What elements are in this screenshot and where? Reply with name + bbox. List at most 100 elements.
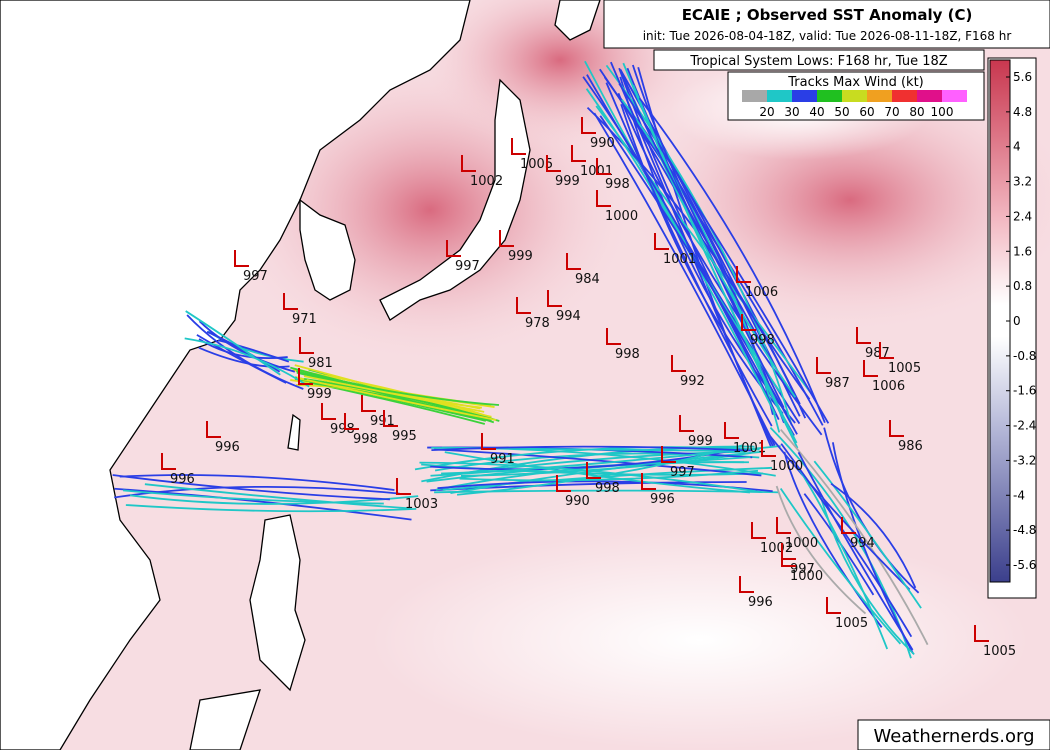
low-symbol bbox=[856, 327, 871, 344]
track bbox=[619, 69, 811, 400]
low-symbol bbox=[298, 368, 313, 385]
low-pressure: 981 bbox=[308, 356, 333, 371]
low-pressure: 998 bbox=[595, 481, 620, 496]
track bbox=[296, 371, 487, 422]
track bbox=[184, 337, 310, 388]
track bbox=[783, 451, 883, 628]
legend-label: 30 bbox=[784, 105, 799, 119]
low-pressure: 997 bbox=[790, 562, 815, 577]
low-pressure: 994 bbox=[556, 309, 581, 324]
low-symbol bbox=[206, 421, 221, 438]
colorbar-label: 0.8 bbox=[1013, 279, 1032, 293]
low-pressure: 1006 bbox=[872, 379, 905, 394]
legend-swatch bbox=[917, 90, 942, 102]
low-symbol bbox=[461, 155, 476, 172]
low-symbol bbox=[361, 395, 376, 412]
colorbar-label: 3.2 bbox=[1013, 175, 1032, 189]
track bbox=[620, 103, 784, 415]
legend-swatch bbox=[892, 90, 917, 102]
track bbox=[431, 445, 752, 452]
track bbox=[610, 61, 773, 448]
low-symbol bbox=[661, 446, 676, 463]
track bbox=[112, 474, 390, 501]
track bbox=[144, 483, 412, 510]
track bbox=[129, 494, 419, 505]
legend-swatch bbox=[842, 90, 867, 102]
track bbox=[125, 504, 417, 513]
track bbox=[206, 330, 281, 373]
low-symbol bbox=[679, 415, 694, 432]
track bbox=[605, 82, 773, 427]
low-symbol bbox=[547, 290, 562, 307]
track bbox=[114, 487, 412, 521]
low-symbol bbox=[776, 517, 791, 534]
low-symbol bbox=[234, 250, 249, 267]
low-pressure: 1000 bbox=[790, 569, 823, 584]
low-symbol bbox=[586, 462, 601, 479]
low-symbol bbox=[741, 314, 756, 331]
track bbox=[632, 64, 793, 396]
track bbox=[830, 482, 917, 589]
colorbar-label: -0.8 bbox=[1013, 349, 1036, 363]
low-pressure: 1005 bbox=[983, 644, 1016, 659]
low-pressure: 994 bbox=[850, 536, 875, 551]
low-pressure: 999 bbox=[688, 434, 713, 449]
low-symbol bbox=[724, 422, 739, 439]
track bbox=[444, 451, 751, 494]
low-symbol bbox=[841, 517, 856, 534]
track bbox=[813, 460, 922, 609]
low-symbol bbox=[571, 145, 586, 162]
colorbar-label: 4.8 bbox=[1013, 105, 1032, 119]
track bbox=[198, 346, 290, 368]
track bbox=[430, 481, 747, 492]
track bbox=[303, 375, 485, 413]
low-symbol bbox=[974, 625, 989, 642]
legend-label: 100 bbox=[931, 105, 954, 119]
legend: 20 30 40 50 60 70 80 100 bbox=[742, 90, 967, 119]
legend-swatch bbox=[742, 90, 767, 102]
low-symbol bbox=[344, 413, 359, 430]
low-symbol bbox=[161, 453, 176, 470]
low-pressure: 1002 bbox=[760, 541, 793, 556]
lows-title: Tropical System Lows: F168 hr, Tue 18Z bbox=[689, 54, 947, 69]
low-pressure: 1002 bbox=[470, 174, 503, 189]
low-pressure: 987 bbox=[825, 376, 850, 391]
track bbox=[296, 370, 500, 406]
low-pressure: 999 bbox=[307, 387, 332, 402]
track bbox=[618, 82, 830, 424]
legend-swatch bbox=[942, 90, 967, 102]
credit-box bbox=[857, 719, 1050, 751]
low-symbol bbox=[299, 337, 314, 354]
track bbox=[638, 97, 826, 424]
legend-title: Tracks Max Wind (kt) bbox=[787, 75, 924, 90]
low-symbol bbox=[566, 253, 581, 270]
low-pressure: 1001 bbox=[663, 252, 696, 267]
low-symbol bbox=[396, 478, 411, 495]
track bbox=[459, 469, 759, 482]
track bbox=[582, 76, 780, 421]
track bbox=[584, 60, 781, 393]
low-pressure: 1001 bbox=[733, 441, 766, 456]
subtitle: init: Tue 2026-08-04-18Z, valid: Tue 202… bbox=[643, 29, 1012, 43]
track bbox=[622, 62, 798, 444]
low-pressure: 996 bbox=[215, 440, 240, 455]
low-pressure: 998 bbox=[605, 177, 630, 192]
track bbox=[599, 115, 798, 435]
track bbox=[797, 451, 914, 651]
low-symbol bbox=[321, 403, 336, 420]
colorbar-label: -2.4 bbox=[1013, 419, 1036, 433]
low-pressure: 1005 bbox=[520, 157, 553, 172]
track bbox=[780, 443, 913, 638]
track bbox=[823, 427, 920, 594]
low-symbol bbox=[606, 328, 621, 345]
low-symbol bbox=[761, 440, 776, 457]
low-symbol bbox=[739, 576, 754, 593]
low-symbol bbox=[654, 233, 669, 250]
low-pressure: 1000 bbox=[785, 536, 818, 551]
low-symbol bbox=[556, 475, 571, 492]
low-pressure: 996 bbox=[170, 472, 195, 487]
low-symbol bbox=[499, 230, 514, 247]
low-pressure: 1006 bbox=[745, 285, 778, 300]
